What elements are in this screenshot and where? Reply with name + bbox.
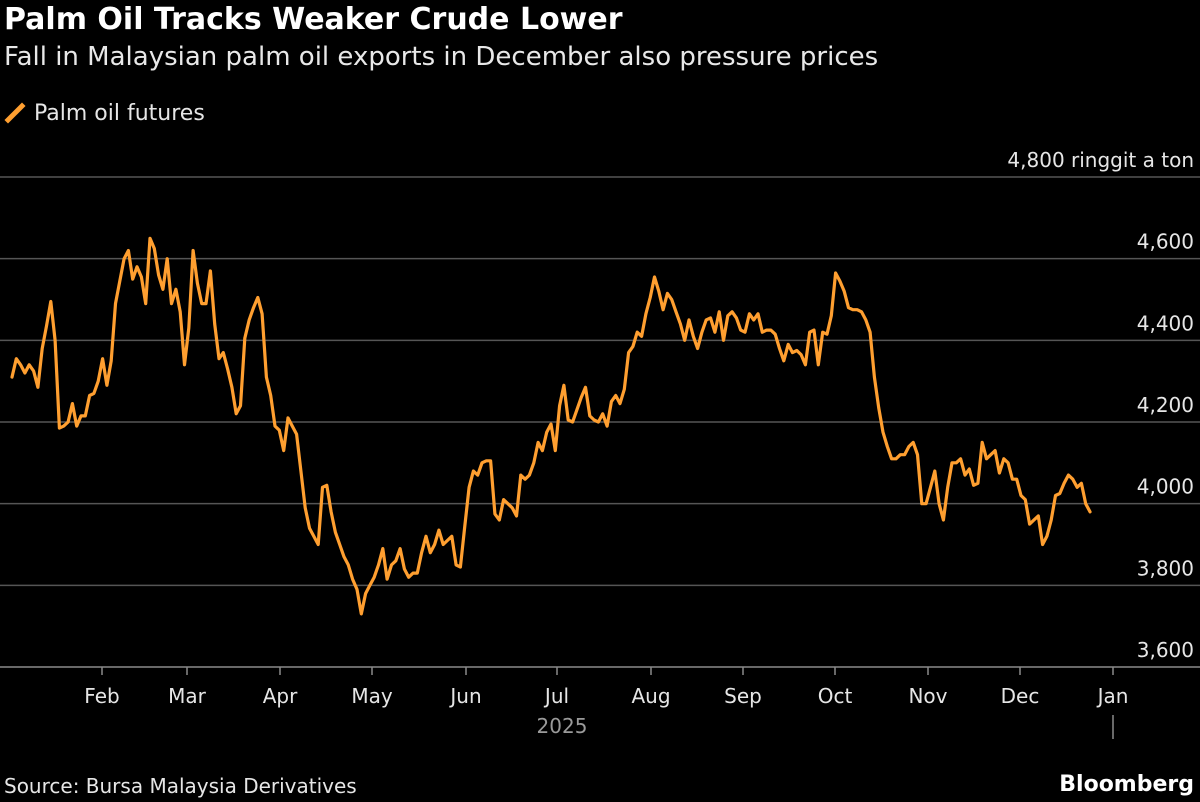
legend-label: Palm oil futures xyxy=(34,100,205,126)
y-tick-label: 4,600 xyxy=(1137,230,1194,254)
x-tick-label: Dec xyxy=(1001,684,1040,708)
chart-subtitle: Fall in Malaysian palm oil exports in De… xyxy=(4,42,879,72)
y-tick-label: 4,000 xyxy=(1137,475,1194,499)
x-tick-label: Feb xyxy=(84,684,119,708)
x-tick-label: Sep xyxy=(724,684,762,708)
x-tick-label: Jul xyxy=(543,684,569,708)
y-tick-label: 3,600 xyxy=(1137,638,1194,662)
bloomberg-logo: Bloomberg xyxy=(1059,772,1194,797)
x-tick-label: Jan xyxy=(1096,684,1129,708)
source-note: Source: Bursa Malaysia Derivatives xyxy=(4,774,357,798)
series-line-palm-oil-futures xyxy=(10,236,1092,616)
x-tick-label: Aug xyxy=(631,684,670,708)
legend: Palm oil futures xyxy=(4,98,205,128)
chart-title: Palm Oil Tracks Weaker Crude Lower xyxy=(4,2,623,37)
x-tick-label: May xyxy=(351,684,393,708)
legend-swatch-icon xyxy=(4,102,26,124)
x-tick-label: Jun xyxy=(448,684,481,708)
x-tick-label: Mar xyxy=(168,684,207,708)
x-tick-label: Oct xyxy=(818,684,853,708)
y-tick-label: 4,400 xyxy=(1137,311,1194,335)
x-tick-label: Nov xyxy=(908,684,947,708)
x-tick-label: Apr xyxy=(263,684,298,708)
y-tick-label: 4,800 ringgit a ton xyxy=(1007,148,1194,172)
y-tick-label: 3,800 xyxy=(1137,556,1194,580)
x-year-label: 2025 xyxy=(537,714,588,738)
y-tick-label: 4,200 xyxy=(1137,393,1194,417)
